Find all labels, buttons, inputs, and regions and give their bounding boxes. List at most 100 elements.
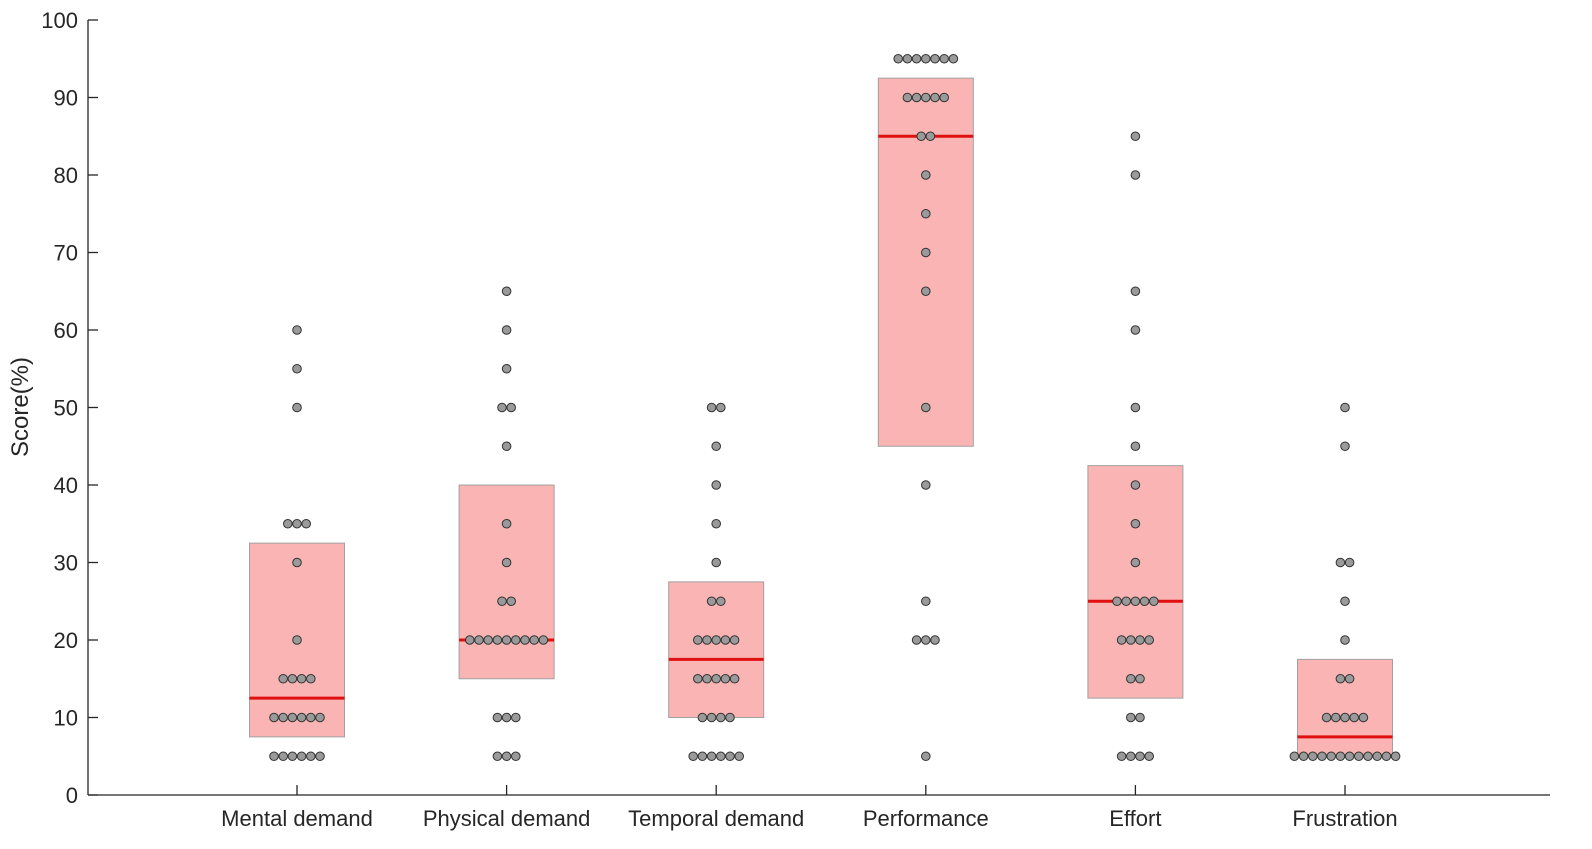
- data-point: [921, 635, 931, 645]
- data-point: [511, 635, 521, 645]
- data-point: [1130, 170, 1141, 180]
- data-point: [893, 53, 904, 64]
- data-point: [1372, 751, 1382, 762]
- data-point: [506, 596, 517, 607]
- data-point: [1349, 712, 1359, 723]
- data-point: [501, 286, 512, 297]
- data-points: [269, 53, 1401, 762]
- data-point: [1326, 751, 1336, 762]
- data-point: [697, 751, 708, 762]
- data-point: [465, 635, 475, 645]
- data-point: [1130, 286, 1141, 297]
- data-point: [729, 673, 740, 684]
- data-point: [306, 712, 316, 723]
- y-tick-label: 10: [54, 706, 78, 731]
- data-point: [1135, 673, 1145, 684]
- y-tick-label: 40: [54, 473, 78, 498]
- data-point: [283, 518, 293, 529]
- data-point: [930, 92, 940, 103]
- data-point: [501, 441, 512, 452]
- data-point: [706, 596, 717, 607]
- data-point: [930, 53, 940, 64]
- data-point: [1340, 712, 1350, 723]
- data-point: [1335, 751, 1346, 762]
- data-point: [292, 557, 302, 568]
- data-point: [292, 518, 302, 529]
- data-point: [1298, 751, 1309, 762]
- data-point: [1135, 751, 1145, 762]
- data-point: [916, 131, 927, 142]
- data-point: [911, 53, 922, 64]
- data-point: [902, 92, 913, 103]
- data-point: [1126, 635, 1136, 645]
- data-point: [501, 751, 512, 762]
- data-point: [1135, 712, 1145, 723]
- data-point: [1130, 131, 1141, 142]
- data-point: [306, 751, 316, 762]
- data-point: [1135, 635, 1145, 645]
- data-point: [1130, 557, 1141, 568]
- data-point: [1126, 712, 1136, 723]
- data-point: [911, 92, 922, 103]
- data-point: [501, 325, 512, 335]
- data-point: [511, 751, 521, 762]
- data-point: [501, 363, 512, 374]
- data-point: [1344, 673, 1355, 684]
- data-point: [711, 441, 722, 452]
- data-point: [1381, 751, 1392, 762]
- x-ticks: Mental demand Physical demand Temporal dem…: [221, 785, 1398, 831]
- data-point: [492, 751, 503, 762]
- data-point: [693, 673, 703, 684]
- data-point: [306, 673, 316, 684]
- data-point: [711, 480, 722, 490]
- data-point: [292, 635, 302, 645]
- data-point: [1317, 751, 1327, 762]
- data-point: [711, 518, 722, 529]
- data-point: [292, 402, 302, 413]
- data-point: [702, 673, 712, 684]
- data-point: [1340, 441, 1350, 452]
- iqr-box: [458, 484, 555, 680]
- y-axis-label: Score(%): [7, 357, 34, 457]
- y-tick-label: 70: [54, 241, 78, 266]
- data-point: [278, 712, 289, 723]
- data-point: [1130, 480, 1141, 490]
- data-point: [301, 518, 312, 529]
- data-point: [1354, 751, 1364, 762]
- data-point: [921, 208, 931, 219]
- data-point: [497, 402, 507, 413]
- data-point: [1116, 635, 1127, 645]
- data-point: [506, 402, 517, 413]
- x-tick-label: Frustration: [1292, 806, 1397, 831]
- data-point: [948, 53, 959, 64]
- data-point: [716, 712, 726, 723]
- data-point: [1335, 673, 1346, 684]
- data-point: [921, 92, 931, 103]
- data-point: [939, 53, 950, 64]
- data-point: [1340, 596, 1350, 607]
- data-point: [1331, 712, 1341, 723]
- data-point: [734, 751, 745, 762]
- data-point: [693, 635, 703, 645]
- data-point: [296, 751, 307, 762]
- data-point: [706, 712, 717, 723]
- data-point: [1321, 712, 1332, 723]
- data-point: [501, 635, 512, 645]
- data-point: [725, 712, 735, 723]
- data-point: [697, 712, 708, 723]
- data-point: [1340, 635, 1350, 645]
- data-point: [1144, 635, 1154, 645]
- data-point: [1126, 673, 1136, 684]
- y-tick-label: 60: [54, 318, 78, 343]
- data-point: [269, 751, 279, 762]
- data-point: [292, 363, 302, 374]
- data-point: [1130, 441, 1141, 452]
- data-point: [474, 635, 484, 645]
- y-tick-label: 20: [54, 628, 78, 653]
- y-tick-label: 90: [54, 86, 78, 111]
- x-tick-label: Performance: [863, 806, 989, 831]
- iqr-box: [1297, 658, 1393, 757]
- data-point: [716, 596, 726, 607]
- data-point: [1116, 751, 1127, 762]
- data-point: [492, 712, 503, 723]
